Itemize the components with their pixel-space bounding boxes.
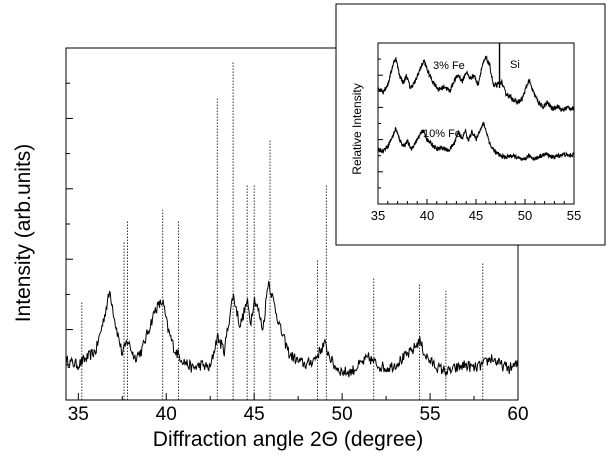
- main-chart: 35 40 45 50 55 60 Diffraction angle 2Θ (degre…: [12, 47, 529, 451]
- inset-series-3pct-fe: [377, 55, 575, 113]
- annotation-10pct-fe: 10% Fe: [423, 128, 461, 140]
- main-x-axis-label: Diffraction angle 2Θ (degree): [153, 428, 423, 451]
- x-tick-label: 35: [68, 404, 89, 425]
- x-tick-label: 40: [156, 404, 177, 425]
- annotation-3pct-fe: 3% Fe: [433, 60, 465, 72]
- inset-y-axis-label: Relative Intensity: [350, 83, 364, 174]
- inset-x-tick-label: 50: [518, 208, 532, 223]
- main-y-axis-label: Intensity (arb.units): [12, 144, 35, 323]
- annotation-si: Si: [510, 59, 520, 71]
- main-y-ticks: [66, 47, 73, 401]
- inset-series-10pct-fe: [377, 121, 575, 162]
- inset-x-tick-label: 40: [420, 208, 434, 223]
- inset-x-tick-label: 45: [469, 208, 483, 223]
- inset-x-tick-label: 35: [371, 208, 385, 223]
- inset-y-ticks: [378, 42, 383, 205]
- inset-x-tick-label: 55: [567, 208, 581, 223]
- inset-x-ticks: 35 40 45 50 55: [371, 199, 581, 223]
- x-tick-label: 55: [419, 404, 440, 425]
- x-tick-label: 50: [332, 404, 353, 425]
- inset-chart: 35 40 45 50 55 Relative Intensity 3% Fe 10% …: [335, 3, 606, 246]
- x-tick-label: 60: [507, 404, 528, 425]
- x-tick-label: 45: [244, 404, 265, 425]
- main-series-line: [65, 280, 519, 378]
- main-x-ticks: 35 40 45 50 55 60: [68, 393, 529, 425]
- inset-border: [335, 3, 606, 246]
